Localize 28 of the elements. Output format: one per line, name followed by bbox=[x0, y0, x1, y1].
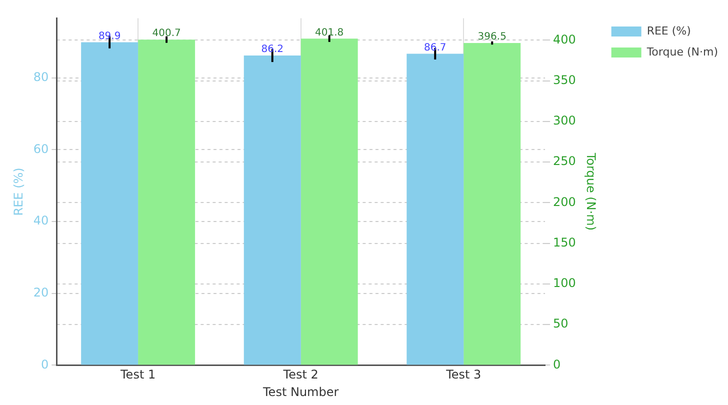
legend-label: Torque (N·m) bbox=[646, 45, 718, 58]
legend-label: REE (%) bbox=[646, 24, 691, 38]
y-axis-title: REE (%) bbox=[11, 168, 26, 216]
y2-tick-label: 200 bbox=[553, 194, 576, 209]
y2-tick-label: 50 bbox=[553, 316, 568, 331]
y2-tick-label: 300 bbox=[553, 114, 576, 128]
x-tick-label: Test 2 bbox=[282, 368, 318, 382]
y-tick-label: 80 bbox=[33, 70, 49, 84]
data-label: 89.9 bbox=[98, 30, 121, 42]
x-axis-title: Test Number bbox=[262, 384, 339, 399]
y2-tick-label: 350 bbox=[553, 72, 576, 87]
data-label: 86.7 bbox=[424, 42, 446, 54]
x-tick-label: Test 3 bbox=[445, 368, 482, 382]
y2-axis-title: Torque (N·m) bbox=[584, 152, 598, 231]
data-label: 396.5 bbox=[478, 32, 506, 43]
y-tick-label: 60 bbox=[33, 142, 49, 156]
y2-tick-label: 400 bbox=[553, 32, 576, 46]
y-tick-label: 0 bbox=[41, 357, 49, 372]
x-tick-label: Test 1 bbox=[120, 368, 156, 382]
y-tick-label: 40 bbox=[33, 214, 49, 228]
y-tick-label: 20 bbox=[33, 285, 49, 300]
y2-tick-label: 100 bbox=[553, 276, 576, 290]
data-label: 400.7 bbox=[152, 28, 181, 40]
y2-tick-label: 250 bbox=[553, 154, 576, 168]
data-label: 86.2 bbox=[261, 44, 284, 56]
y2-tick-label: 0 bbox=[553, 357, 561, 372]
y2-tick-label: 150 bbox=[553, 235, 576, 250]
data-label: 401.8 bbox=[315, 27, 344, 38]
